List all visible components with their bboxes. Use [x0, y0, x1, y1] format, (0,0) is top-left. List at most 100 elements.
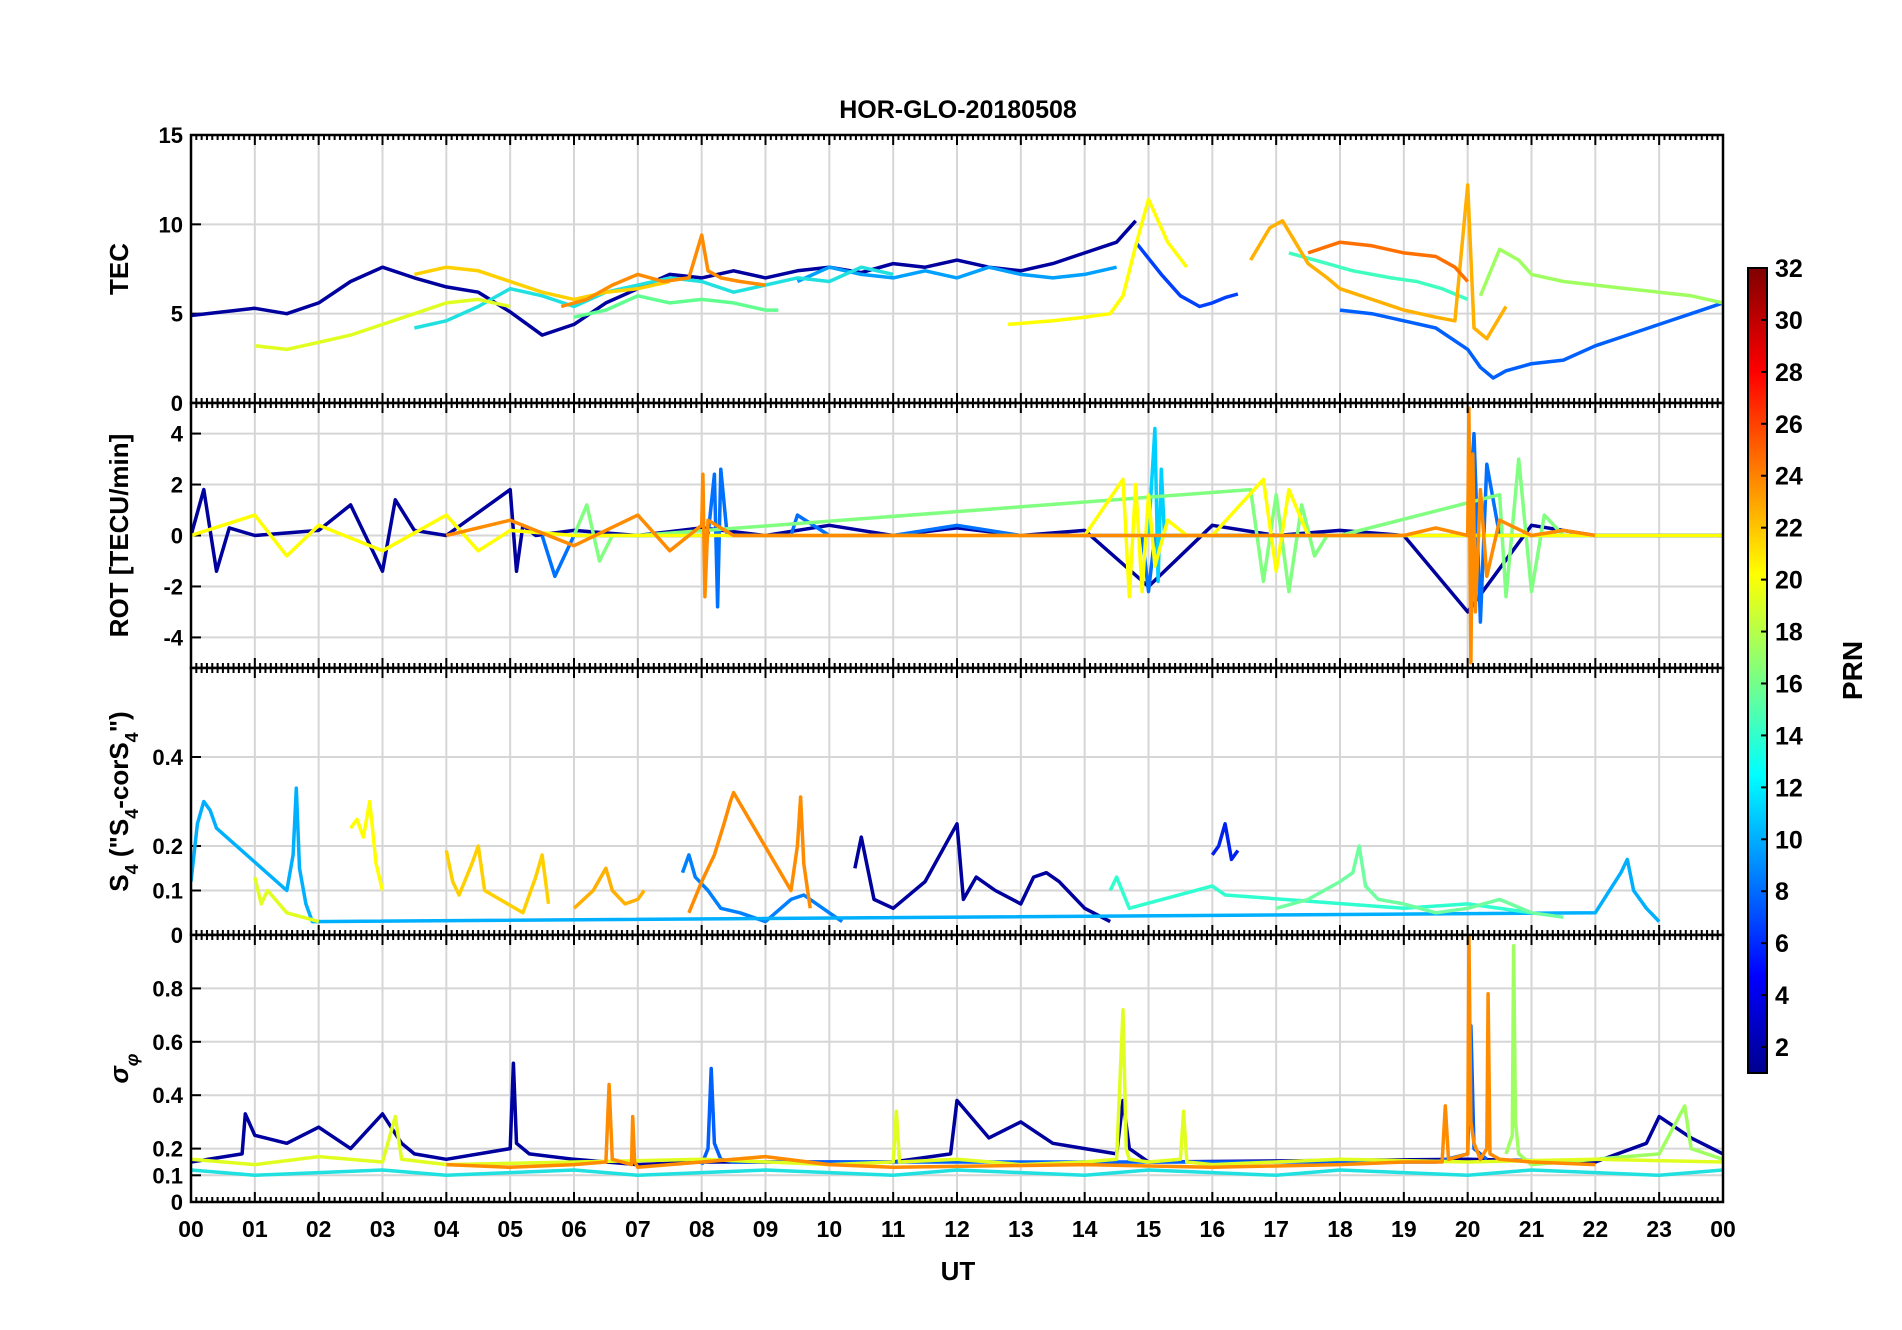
series-line-prn-15 [1275, 844, 1564, 919]
y-tick-label: 2 [171, 473, 183, 498]
x-tick-label: 21 [1519, 1216, 1545, 1242]
y-tick-label: 0.8 [152, 976, 183, 1001]
x-tick-label: 12 [944, 1216, 970, 1242]
y-axis-label: S4 ("S4-corS4") [104, 711, 142, 891]
y-tick-label: 0.2 [152, 834, 183, 859]
series-line-prn-13 [1108, 875, 1532, 915]
x-tick-label: 13 [1008, 1216, 1034, 1242]
y-tick-label: 0.1 [152, 1163, 183, 1188]
x-tick-label: 19 [1391, 1216, 1417, 1242]
y-tick-label: 0 [171, 391, 183, 416]
x-tick-label: 18 [1327, 1216, 1353, 1242]
y-tick-label: 5 [171, 302, 183, 327]
y-axis-label: TEC [104, 243, 134, 295]
colorbar-tick-label: 28 [1775, 359, 1803, 387]
x-tick-label: 08 [689, 1216, 715, 1242]
x-tick-label: 01 [242, 1216, 268, 1242]
x-axis-label: UT [941, 1256, 976, 1286]
colorbar-tick-label: 2 [1775, 1034, 1789, 1062]
y-tick-label: 0 [171, 923, 183, 948]
x-tick-label: 10 [817, 1216, 843, 1242]
panel-s4: 0 0.1 0.2 0.4 S4 ("S4-corS4") [104, 666, 1725, 948]
series-line-prn-15 [573, 294, 779, 319]
x-tick-label: 04 [434, 1216, 460, 1242]
x-tick-label: 14 [1072, 1216, 1098, 1242]
x-tick-label: 05 [497, 1216, 523, 1242]
series-line-prn-25 [1307, 240, 1470, 283]
x-tick-label: 02 [306, 1216, 332, 1242]
colorbar-tick-label: 6 [1775, 930, 1789, 958]
colorbar-tick-label: 26 [1775, 411, 1803, 439]
y-tick-label: 10 [159, 212, 183, 237]
y-tick-label: 15 [159, 123, 183, 148]
x-tick-label: 11 [881, 1216, 906, 1242]
y-tick-label: -2 [163, 574, 183, 599]
colorbar-tick-label: 14 [1775, 722, 1803, 750]
y-tick-label: 0.2 [152, 1137, 183, 1162]
panel-sigma: 00.10.2 0.4 0.6 0.8 σφ 00 01 02 03 04 05 06 07 08 09 10… [104, 933, 1736, 1242]
series-line-prn-24 [560, 233, 766, 309]
series-line-prn-23 [572, 866, 646, 910]
x-tick-label: 06 [561, 1216, 587, 1242]
x-tick-label: 22 [1583, 1216, 1609, 1242]
series-line-prn-10 [191, 786, 1661, 924]
series-line-prn-21 [1007, 197, 1189, 327]
series-group [191, 183, 1723, 380]
series-line-prn-19 [254, 297, 511, 352]
series-group [191, 935, 1723, 1178]
series-line-prn-12 [414, 265, 894, 330]
colorbar-tick-label: 20 [1775, 567, 1803, 595]
y-tick-label: 0 [171, 1190, 183, 1215]
series-line-prn-21 [349, 799, 385, 891]
series-group [191, 406, 1723, 665]
series-line-prn-7 [1339, 301, 1723, 380]
x-tick-label: 23 [1646, 1216, 1672, 1242]
colorbar-tick-label: 10 [1775, 826, 1803, 854]
y-tick-label: 0.4 [152, 1083, 183, 1108]
colorbar-tick-label: 32 [1775, 255, 1803, 283]
series-line-prn-22 [444, 844, 551, 915]
series-line-prn-24 [687, 790, 812, 914]
series-line-prn-19 [253, 876, 320, 924]
series-line-prn-24 [445, 406, 1596, 665]
panel-tec: 0 5 10 15 TEC [104, 123, 1725, 416]
colorbar-label: PRN [1837, 641, 1868, 700]
chart-title: HOR-GLO-20180508 [839, 96, 1077, 124]
series-line-prn-12 [191, 1168, 1723, 1178]
x-tick-label: 00 [178, 1216, 204, 1242]
panel-rot: -4 -2 0 2 4 ROT [TECU/min] [104, 401, 1725, 670]
series-line-prn-13 [1288, 251, 1469, 302]
x-tick-label: 00 [1710, 1216, 1736, 1242]
series-line-prn-17 [1504, 943, 1723, 1167]
panel-frame [189, 933, 1725, 1204]
series-line-prn-6 [1134, 241, 1239, 309]
series-line-prn-24 [446, 935, 1596, 1170]
series-line-prn-17 [1478, 247, 1723, 305]
x-tick-label: 20 [1455, 1216, 1481, 1242]
x-tick-label: 09 [753, 1216, 779, 1242]
y-axis-label: σφ [104, 1053, 142, 1083]
y-tick-label: 0.4 [152, 745, 183, 770]
y-tick-label: -4 [163, 625, 183, 650]
colorbar-tick-label: 22 [1775, 515, 1803, 543]
colorbar-tick-label: 24 [1775, 463, 1803, 491]
colorbar-tick-label: 30 [1775, 307, 1803, 335]
x-tick-label: 16 [1200, 1216, 1226, 1242]
colorbar-tick-label: 16 [1775, 670, 1803, 698]
colorbar-scale [1747, 267, 1768, 1074]
x-tick-label: 15 [1136, 1216, 1162, 1242]
colorbar-tick-label: 12 [1775, 774, 1803, 802]
series-group [191, 786, 1661, 924]
y-tick-label: 0 [171, 524, 183, 549]
series-line-prn-2 [853, 822, 1112, 924]
series-line-prn-23 [1249, 183, 1508, 341]
series-line-prn-5 [1210, 822, 1240, 862]
x-tick-label: 07 [625, 1216, 651, 1242]
x-tick-label: 03 [370, 1216, 396, 1242]
y-tick-label: 4 [171, 422, 184, 447]
y-tick-label: 0.6 [152, 1030, 183, 1055]
colorbar-tick-label: 4 [1775, 982, 1789, 1010]
